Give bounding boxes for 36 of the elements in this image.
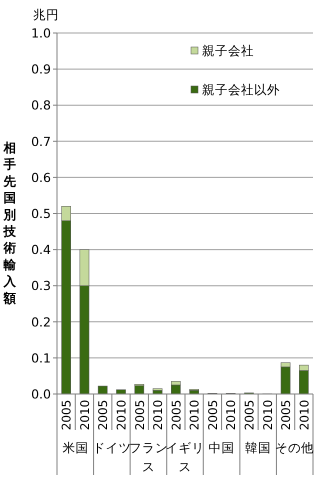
legend-label: 親子会社以外 [202, 82, 280, 97]
x-tick-label: 2010 [297, 400, 312, 430]
y-tick-label: 0.6 [31, 170, 52, 185]
text: その他 [275, 440, 314, 455]
text: 韓国 [245, 440, 272, 455]
legend-label: 親子会社 [202, 43, 254, 58]
x-tick-label: 2010 [260, 400, 275, 430]
text: ドイツ [92, 440, 132, 455]
y-tick-label: 0.1 [31, 350, 51, 366]
text: 米国 [62, 440, 88, 455]
x-tick-label: 2005 [132, 400, 147, 430]
y-tick-label: 1.0 [31, 26, 52, 40]
text: 中国 [208, 440, 235, 455]
y-tick-label: 0.0 [31, 386, 52, 402]
x-tick-label: 2005 [60, 400, 74, 430]
x-tick-label: 2010 [188, 400, 202, 430]
x-tick-label: 2010 [78, 400, 92, 430]
x-tick-label: 2005 [96, 400, 110, 430]
y-tick-label: 0.4 [31, 242, 52, 258]
y-tick-label: 0.8 [31, 98, 52, 113]
x-tick-label: 2010 [151, 400, 166, 430]
x-tick-label: 2010 [114, 400, 128, 430]
x-tick-label: 2005 [279, 400, 294, 430]
x-tick-label: 2005 [206, 400, 220, 430]
x-tick-label: 2005 [169, 400, 184, 430]
chart-title: 兆円 [33, 7, 59, 22]
text: フランス [128, 440, 168, 474]
y-tick-label: 0.3 [31, 278, 51, 294]
text: イギリス [166, 440, 204, 474]
y-tick-label: 0.9 [31, 62, 52, 77]
y-tick-label: 0.7 [31, 134, 51, 149]
x-tick-label: 2010 [224, 400, 238, 430]
y-tick-label: 0.2 [31, 314, 51, 330]
y-tick-label: 0.5 [31, 206, 51, 221]
text: 相手先国別技術輸入額 [4, 140, 16, 306]
x-tick-label: 2005 [242, 400, 256, 430]
